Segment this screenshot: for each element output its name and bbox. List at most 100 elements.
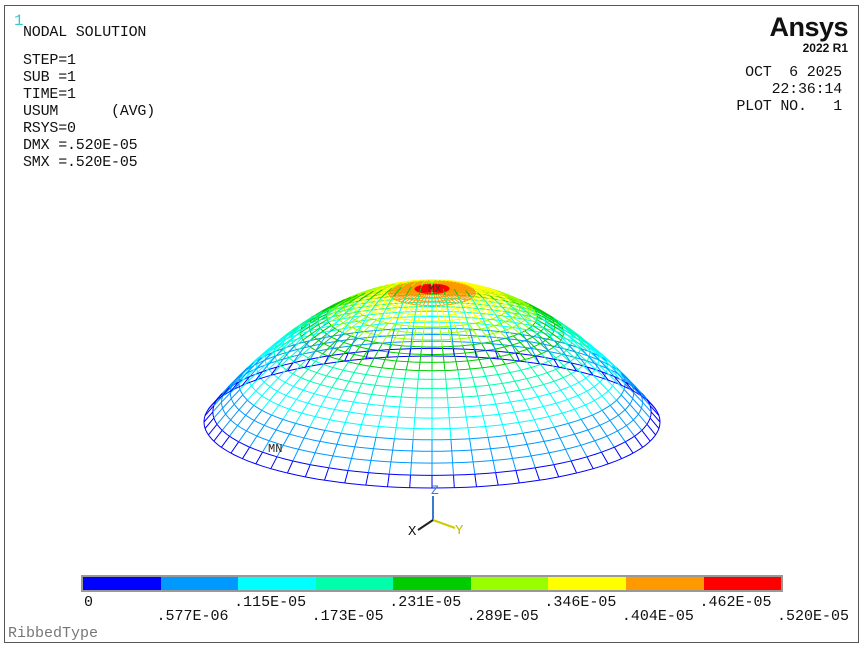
mesh-meridian-segment: [452, 294, 460, 299]
mesh-meridian-segment: [371, 385, 376, 395]
mesh-meridian-segment: [398, 291, 407, 295]
mesh-meridian-segment: [493, 298, 499, 304]
mesh-meridian-segment: [358, 316, 367, 323]
mesh-meridian-segment: [446, 295, 452, 301]
mesh-meridian-segment: [398, 287, 402, 291]
mesh-meridian-segment: [277, 334, 287, 342]
mesh-meridian-segment: [480, 288, 489, 292]
mesh-meridian-segment: [540, 364, 548, 374]
mesh-meridian-segment: [426, 293, 430, 298]
mesh-meridian-segment: [485, 324, 489, 331]
mesh-meridian-segment: [552, 319, 562, 326]
mesh-meridian-segment: [403, 298, 410, 304]
mesh-meridian-segment: [545, 324, 555, 331]
mesh-meridian-segment: [423, 283, 429, 287]
mesh-meridian-segment: [580, 348, 589, 357]
mesh-meridian-segment: [489, 295, 495, 300]
mesh-meridian-segment: [249, 435, 258, 448]
mesh-meridian-segment: [370, 313, 379, 319]
mesh-meridian-segment: [285, 328, 295, 336]
mesh-meridian-segment: [591, 414, 601, 426]
mesh-meridian-segment: [421, 284, 423, 287]
mesh-meridian-segment: [212, 401, 222, 413]
mesh-meridian-segment: [449, 288, 459, 291]
mesh-meridian-segment: [424, 279, 427, 281]
mesh-meridian-segment: [314, 406, 322, 417]
mesh-meridian-segment: [418, 281, 423, 284]
mesh-meridian-segment: [428, 293, 431, 298]
mesh-meridian-segment: [623, 378, 634, 388]
mesh-meridian-segment: [270, 456, 278, 469]
mesh-meridian-segment: [437, 315, 440, 321]
mesh-meridian-segment: [347, 458, 352, 471]
mesh-meridian-segment: [452, 341, 454, 349]
mesh-meridian-segment: [350, 293, 358, 298]
mesh-meridian-segment: [367, 394, 373, 405]
mesh-meridian-segment: [239, 380, 250, 390]
mesh-meridian-segment: [444, 291, 451, 296]
mesh-meridian-segment: [446, 291, 455, 295]
mesh-meridian-segment: [464, 312, 467, 318]
mesh-meridian-segment: [423, 289, 429, 294]
mesh-meridian-segment: [577, 395, 586, 406]
mesh-meridian-segment: [440, 333, 442, 340]
mesh-meridian-segment: [570, 460, 578, 474]
mesh-meridian-segment: [403, 331, 407, 339]
mesh-meridian-segment: [221, 384, 231, 394]
mesh-meridian-segment: [472, 329, 478, 337]
mesh-meridian-segment: [427, 279, 429, 282]
mesh-meridian-segment: [454, 298, 461, 304]
mesh-meridian-segment: [599, 352, 609, 361]
mesh-meridian-segment: [444, 281, 449, 284]
mesh-meridian-segment: [213, 429, 223, 442]
mesh-meridian-segment: [555, 331, 563, 339]
mesh-meridian-segment: [344, 411, 350, 423]
mesh-meridian-segment: [278, 395, 287, 406]
mesh-meridian-segment: [394, 331, 399, 339]
mesh-meridian-segment: [340, 422, 346, 434]
mesh-meridian-segment: [373, 291, 379, 296]
mesh-meridian-segment: [434, 301, 437, 306]
stamp-plot: PLOT NO. 1: [736, 98, 842, 115]
mesh-meridian-segment: [543, 441, 550, 453]
mesh-meridian-segment: [472, 299, 476, 305]
logo-version: 2022 R1: [802, 41, 848, 55]
mesh-meridian-segment: [528, 311, 538, 317]
mesh-meridian-segment: [448, 417, 451, 429]
stamp-date: OCT 6 2025: [745, 64, 842, 81]
mesh-meridian-segment: [307, 315, 316, 322]
mesh-meridian-segment: [426, 305, 429, 311]
mesh-meridian-segment: [495, 403, 500, 415]
mesh-meridian-segment: [419, 309, 423, 316]
mesh-meridian-segment: [229, 378, 238, 388]
mesh-meridian-segment: [399, 292, 408, 296]
legend-label-7: .404E-05: [621, 608, 694, 625]
mesh-meridian-segment: [650, 411, 661, 423]
mesh-meridian-segment: [458, 290, 467, 293]
mesh-meridian-segment: [380, 313, 385, 319]
mesh-meridian-segment: [387, 474, 390, 487]
mesh-meridian-segment: [412, 295, 418, 301]
mesh-meridian-segment: [519, 309, 529, 316]
mesh-meridian-segment: [473, 288, 483, 292]
mesh-meridian-segment: [417, 292, 423, 297]
mesh-meridian-segment: [595, 368, 605, 378]
mesh-meridian-segment: [435, 290, 440, 294]
mesh-meridian-segment: [345, 308, 355, 314]
mesh-meridian-segment: [357, 306, 363, 313]
mesh-meridian-segment: [634, 387, 643, 398]
mesh-meridian-segment: [606, 367, 615, 377]
mesh-meridian-segment: [391, 285, 396, 289]
mesh-meridian-segment: [388, 305, 396, 311]
mesh-meridian-segment: [342, 361, 350, 371]
mesh-meridian-segment: [271, 404, 280, 416]
mesh-meridian-segment: [307, 325, 315, 332]
mesh-meridian-segment: [599, 360, 608, 369]
mesh-meridian-segment: [395, 352, 400, 362]
mesh-meridian-segment: [388, 289, 398, 293]
mesh-meridian-segment: [318, 333, 328, 341]
mesh-meridian-segment: [432, 283, 435, 286]
mesh-meridian-segment: [402, 308, 408, 314]
mesh-meridian-segment: [490, 302, 500, 308]
mesh-meridian-segment: [351, 321, 360, 328]
